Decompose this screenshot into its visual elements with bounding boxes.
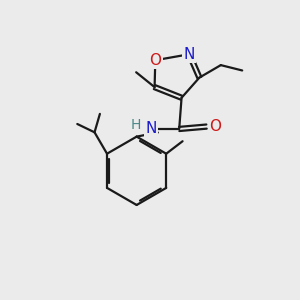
Text: H: H [130,118,141,132]
Text: N: N [146,122,157,136]
Text: O: O [149,53,161,68]
Text: O: O [209,119,221,134]
Text: N: N [184,47,195,62]
